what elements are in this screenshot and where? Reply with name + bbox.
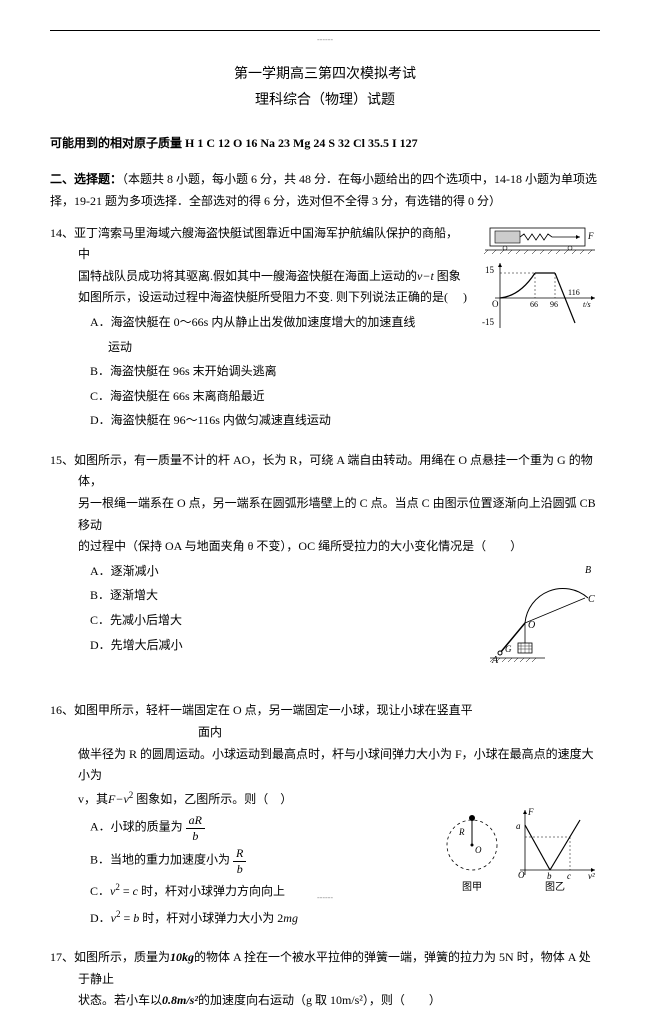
- question-15: 15、如图所示，有一质量不计的杆 AO，长为 R，可绕 A 端自由转动。用绳在 …: [50, 450, 600, 686]
- q16-a: a: [516, 821, 521, 831]
- q16-c: c: [567, 871, 571, 881]
- title-line-1: 第一学期高三第四次模拟考试: [50, 62, 600, 87]
- q16-fig-yi: F a O b c v² 图乙: [510, 805, 600, 903]
- q14-ymin: -15: [482, 317, 494, 327]
- q14-F-label: F: [587, 231, 594, 241]
- q14-xlabel: t/s: [583, 300, 591, 309]
- header-dash: ------: [50, 33, 600, 47]
- q15-line1: 15、如图所示，有一质量不计的杆 AO，长为 R，可绕 A 端自由转动。用绳在 …: [50, 450, 600, 493]
- q17-line1: 17、如图所示，质量为10kg的物体 A 拴在一个被水平拉伸的弹簧一端，弹簧的拉…: [50, 947, 600, 990]
- q14-ymax: 15: [485, 265, 495, 275]
- q16-line1: 16、如图甲所示，轻杆一端固定在 O 点，另一端固定一小球，现让小球在竖直平面内: [50, 700, 600, 743]
- q15-O: O: [528, 620, 535, 631]
- q14-figure: F 15 -15 O: [480, 223, 600, 341]
- q16-R: R: [458, 827, 465, 837]
- q14-x66: 66: [530, 300, 538, 309]
- q15-C: C: [588, 594, 595, 605]
- question-14: F 15 -15 O: [50, 223, 600, 435]
- atomic-mass-label: 可能用到的相对原子质量: [50, 136, 182, 150]
- q16-b: b: [547, 871, 552, 881]
- header-rule: [50, 30, 600, 31]
- section-header: 二、选择题：（本题共 8 小题，每小题 6 分，共 48 分．在每小题给出的四个…: [50, 169, 600, 212]
- section-label: 二、选择题：: [50, 172, 122, 186]
- title-block: 第一学期高三第四次模拟考试 理科综合（物理）试题: [50, 62, 600, 112]
- q15-figure: B C O A G: [490, 558, 600, 686]
- q16-optD: D．v2 = b 时，杆对小球弹力大小为 2mg: [90, 906, 600, 930]
- q16-v2: v²: [588, 871, 595, 881]
- q16-line2: 做半径为 R 的圆周运动。小球运动到最高点时，杆与小球间弹力大小为 F，小球在最…: [50, 744, 600, 787]
- title-line-2: 理科综合（物理）试题: [50, 88, 600, 113]
- q15-line3: 的过程中（保持 OA 与地面夹角 θ 不变），OC 绳所受拉力的大小变化情况是（…: [50, 536, 600, 558]
- atomic-mass-row: 可能用到的相对原子质量 H 1 C 12 O 16 Na 23 Mg 24 S …: [50, 133, 600, 155]
- q16-O2: O: [518, 870, 525, 880]
- q16-Fy: F: [527, 807, 534, 817]
- footer-dash: ------: [317, 891, 333, 905]
- q16-cap2: 图乙: [545, 881, 565, 893]
- q14-x96: 96: [550, 300, 558, 309]
- q15-G: G: [505, 644, 512, 654]
- q14-optB: B．海盗快艇在 96s 末开始调头逃离: [90, 361, 600, 383]
- q17-line2: 状态。若小车以0.8m/s²的加速度向右运动（g 取 10m/s²），则（ ）: [50, 990, 600, 1012]
- q14-x116: 116: [568, 288, 580, 297]
- q16-O1: O: [475, 845, 482, 855]
- q16-fig-jia: R O 图甲: [437, 805, 507, 903]
- q14-origin: O: [492, 299, 499, 309]
- q14-optD: D．海盗快艇在 96～116s 内做匀减速直线运动: [90, 410, 600, 432]
- section-desc: （本题共 8 小题，每小题 6 分，共 48 分．在每小题给出的四个选项中，14…: [50, 172, 597, 208]
- q15-line2: 另一根绳一端系在 O 点，另一端系在圆弧形墙壁上的 C 点。当点 C 由图示位置…: [50, 493, 600, 536]
- q16-cap1: 图甲: [462, 881, 482, 893]
- atomic-mass-values: H 1 C 12 O 16 Na 23 Mg 24 S 32 Cl 35.5 I…: [185, 136, 418, 150]
- q15-B: B: [585, 565, 591, 576]
- q14-optC: C．海盗快艇在 66s 末离商船最近: [90, 386, 600, 408]
- question-17: 17、如图所示，质量为10kg的物体 A 拴在一个被水平拉伸的弹簧一端，弹簧的拉…: [50, 947, 600, 1012]
- q16-figures: R O 图甲 F a O b c v² 图乙: [437, 805, 600, 903]
